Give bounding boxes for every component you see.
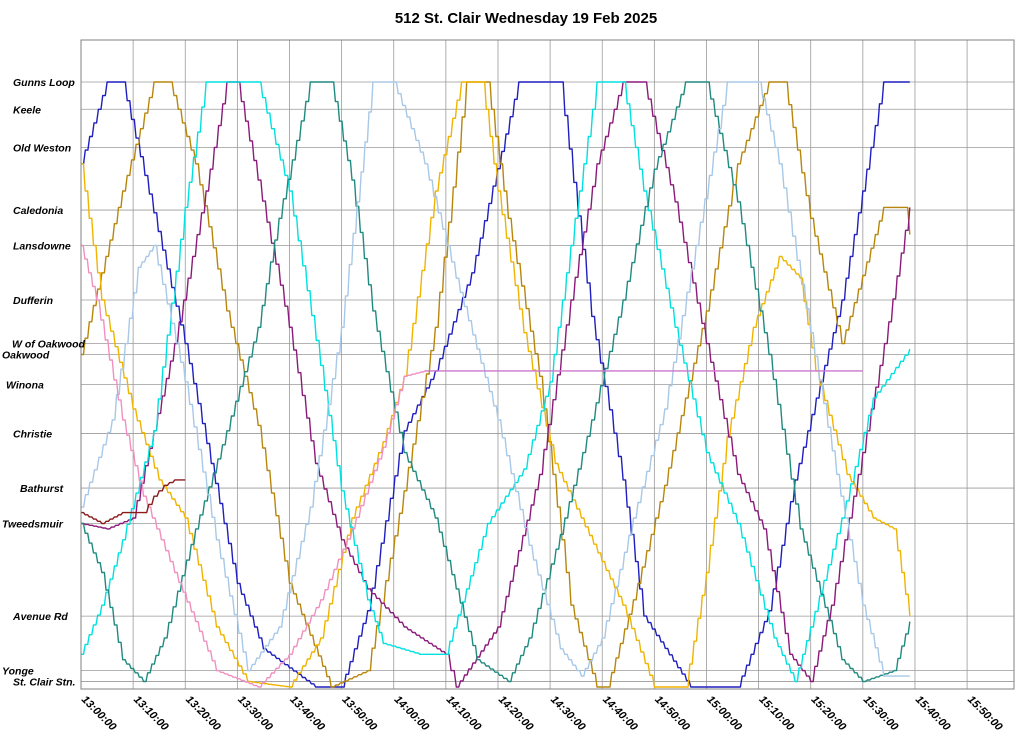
stop-label: Winona: [6, 380, 44, 392]
grid: [80, 40, 1014, 689]
time-tick-label: 14:10:00: [444, 694, 484, 734]
stop-label: Oakwood: [2, 350, 50, 362]
time-tick-label: 15:10:00: [756, 694, 796, 734]
stop-label: Bathurst: [20, 483, 64, 495]
time-tick-label: 13:50:00: [339, 694, 379, 734]
stop-label: Yonge: [2, 666, 34, 678]
vehicle-trace-7: [81, 81, 910, 677]
time-tick-label: 14:50:00: [652, 694, 692, 734]
stop-label: Dufferin: [13, 295, 53, 307]
time-tick-labels: 13:00:00 13:10:00 13:20:00 13:30:00 13:40:00…: [79, 694, 1005, 734]
time-tick-label: 13:10:00: [131, 694, 171, 734]
stop-label: Christie: [13, 429, 52, 441]
time-tick-label: 15:40:00: [913, 694, 953, 734]
vehicle-trace-2: [81, 81, 911, 688]
stop-label: St. Clair Stn.: [13, 677, 76, 689]
stop-labels: Gunns Loop Keele Old Weston Caledonia Lansdo…: [2, 77, 85, 689]
time-tick-label: 14:40:00: [600, 694, 640, 734]
vehicle-trace-4: [81, 81, 911, 688]
time-tick-label: 13:40:00: [287, 694, 327, 734]
stop-label: Old Weston: [13, 142, 71, 154]
time-tick-label: 13:30:00: [235, 694, 275, 734]
time-tick-label: 13:00:00: [79, 694, 119, 734]
stop-label: Tweedsmuir: [2, 518, 64, 530]
vehicle-trace-10: [81, 479, 186, 525]
vehicle-trace-8: [81, 244, 426, 688]
time-tick-label: 15:20:00: [809, 694, 849, 734]
stop-label: Caledonia: [13, 205, 63, 217]
time-tick-label: 15:00:00: [704, 694, 744, 734]
stop-label: Keele: [13, 104, 41, 116]
vehicle-trace-1: [81, 81, 910, 688]
time-tick-label: 13:20:00: [183, 694, 223, 734]
vehicle-trace-6: [81, 81, 911, 683]
stop-label: W of Oakwood: [12, 339, 85, 351]
time-tick-label: 15:50:00: [965, 694, 1005, 734]
time-tick-label: 14:30:00: [548, 694, 588, 734]
vehicle-traces: [81, 81, 911, 688]
time-tick-label: 14:00:00: [392, 694, 432, 734]
vehicle-trace-3: [81, 81, 911, 688]
time-tick-label: 14:20:00: [496, 694, 536, 734]
chart-title: 512 St. Clair Wednesday 19 Feb 2025: [395, 10, 657, 27]
time-tick-label: 15:30:00: [861, 694, 901, 734]
plot-frame: [80, 39, 1015, 690]
stop-label: Avenue Rd: [12, 611, 68, 623]
stop-label: Gunns Loop: [13, 77, 75, 89]
vehicle-trace-5: [81, 81, 911, 683]
stop-label: Lansdowne: [13, 241, 71, 253]
